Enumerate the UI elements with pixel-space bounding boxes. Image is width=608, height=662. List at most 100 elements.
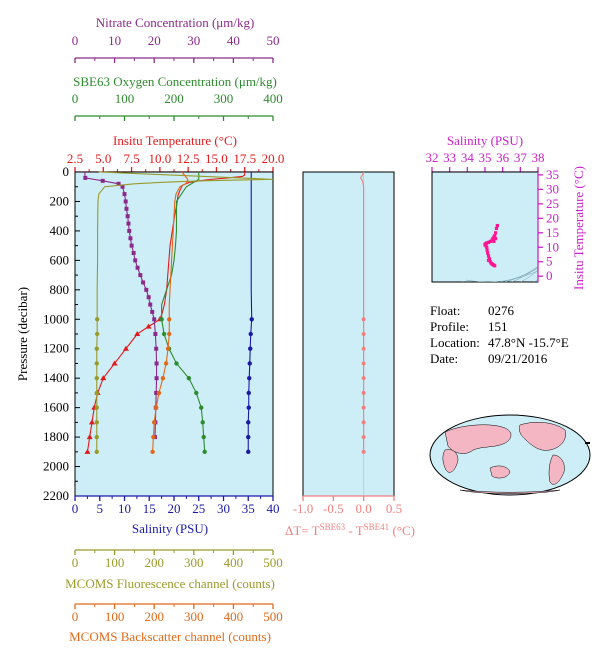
nitrate-point (123, 199, 128, 204)
temperature-point (145, 323, 152, 329)
salinity-tick-label: 25 (192, 501, 205, 516)
location-label: Location: (430, 335, 480, 350)
deltaT-label-suffix: (°C) (389, 523, 415, 538)
deltaT-point (361, 361, 366, 366)
pressure-tick-label: 2200 (43, 488, 69, 503)
oxygen-tick-label: 0 (72, 91, 79, 106)
nitrate-tick-label: 30 (187, 33, 200, 48)
deltaT-tick-label: 0.5 (386, 501, 402, 516)
data-point (94, 375, 99, 381)
salinity-axis: 0 5 10 15 20 25 30 35 40 (72, 495, 280, 516)
pressure-tick-label: 0 (63, 164, 70, 179)
backscatter-axis: 0 100 200 300 400 500 (72, 603, 283, 624)
oxygen-axis-label: SBE63 Oxygen Concentration (μm/kg) (73, 74, 277, 89)
nitrate-point (124, 206, 129, 211)
data-point (159, 317, 164, 322)
nitrate-point (116, 181, 121, 186)
ts-point (492, 239, 496, 244)
profile-label: Profile: (430, 319, 469, 334)
data-point (94, 390, 99, 396)
deltaT-label-mid: - T (345, 523, 364, 538)
ts-x-tick-label: 36 (496, 150, 510, 165)
temperature-point (122, 345, 129, 351)
ts-point (494, 231, 498, 235)
ts-point (494, 236, 498, 241)
nitrate-point (128, 236, 133, 241)
nitrate-point (138, 273, 143, 278)
salinity-tick-label: 0 (72, 501, 79, 516)
deltaT-tick-label: -0.5 (323, 501, 344, 516)
temperature-tick-label: 15.0 (205, 151, 228, 166)
density-contours (462, 266, 538, 282)
data-point (246, 449, 251, 455)
continent-antarctica (459, 489, 561, 494)
location-row: Location: 47.8°N -15.7°E (430, 335, 569, 351)
fluorescence-tick-label: 400 (224, 555, 244, 570)
density-contour (520, 269, 538, 282)
data-point (160, 375, 166, 381)
ts-x-tick-label: 37 (514, 150, 528, 165)
backscatter-tick-label: 300 (184, 609, 204, 624)
salinity-axis-label: Salinity (PSU) (132, 521, 208, 536)
nitrate-point (148, 302, 153, 307)
deltaT-tick-label: 0.0 (356, 501, 372, 516)
backscatter-tick-label: 500 (263, 609, 283, 624)
deltaT-label-sup2: SBE41 (364, 522, 390, 532)
temperature-tick-label: 2.5 (67, 151, 83, 166)
deltaT-series (359, 171, 366, 496)
ts-point (490, 238, 494, 242)
temperature-tick-label: 7.5 (123, 151, 139, 166)
nitrate-point (122, 192, 127, 197)
nitrate-tick-label: 0 (72, 33, 79, 48)
temperature-tick-label: 10.0 (148, 151, 171, 166)
deltaT-label-prefix: ΔT= T (285, 523, 320, 538)
data-point (152, 420, 157, 425)
data-point (201, 434, 206, 440)
nitrate-axis: Nitrate Concentration (μm/kg) 0 10 20 30 40 5… (72, 15, 280, 63)
data-point (174, 361, 179, 366)
ts-salinity-axis: 32 33 34 35 36 37 38 (426, 150, 545, 173)
nitrate-point (126, 221, 131, 226)
nitrate-point (146, 295, 151, 300)
ts-y-tick-label: 15 (546, 225, 559, 240)
data-point (246, 405, 251, 410)
backscatter-axis-label: MCOMS Backscatter channel (counts) (69, 629, 271, 644)
nitrate-point (100, 178, 105, 183)
backscatter-tick-label: 200 (144, 609, 164, 624)
nitrate-tick-label: 50 (267, 33, 280, 48)
float-info: Float: 0276 Profile: 151 Location: 47.8°N -… (430, 303, 569, 367)
ts-y-tick-label: 5 (546, 254, 553, 269)
nitrate-point (120, 184, 125, 189)
ts-y-tick-label: 25 (546, 196, 559, 211)
continent-south-america (548, 454, 565, 485)
nitrate-point (129, 243, 134, 248)
float-value: 0276 (488, 303, 514, 318)
pressure-tick-label: 600 (50, 252, 70, 267)
ts-y-tick-label: 30 (546, 181, 559, 196)
oxygen-tick-label: 400 (263, 91, 283, 106)
nitrate-axis-label: Nitrate Concentration (μm/kg) (96, 15, 255, 30)
data-point (94, 420, 99, 425)
deltaT-point (361, 317, 366, 322)
ts-x-tick-label: 32 (426, 150, 439, 165)
pressure-axis-label: Pressure (decibar) (15, 287, 30, 381)
nitrate-point (144, 287, 149, 292)
deltaT-point (361, 420, 366, 425)
nitrate-point (150, 309, 155, 314)
date-row: Date: 09/21/2016 (430, 351, 569, 367)
nitrate-point (153, 332, 158, 336)
pressure-tick-label: 800 (50, 282, 70, 297)
data-point (163, 361, 169, 366)
backscatter-tick-label: 100 (105, 609, 125, 624)
nitrate-point (154, 390, 159, 395)
data-point (94, 449, 99, 455)
ts-y-tick-label: 10 (546, 239, 559, 254)
nitrate-point (152, 317, 157, 322)
pressure-tick-label: 400 (50, 223, 70, 238)
pressure-tick-label: 200 (50, 193, 70, 208)
pressure-tick-label: 1800 (43, 429, 69, 444)
ts-plot-area (431, 171, 539, 283)
data-point (194, 390, 199, 396)
